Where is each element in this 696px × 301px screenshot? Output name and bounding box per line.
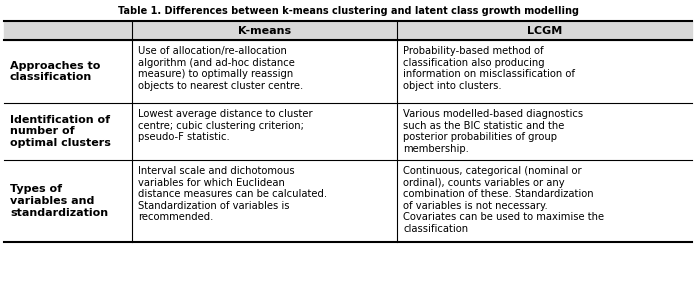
Text: Interval scale and dichotomous
variables for which Euclidean
distance measures c: Interval scale and dichotomous variables… bbox=[138, 166, 327, 222]
Bar bbox=[4, 21, 692, 40]
Text: Use of allocation/re-allocation
algorithm (and ad-hoc distance
measure) to optim: Use of allocation/re-allocation algorith… bbox=[138, 46, 303, 91]
Text: Various modelled-based diagnostics
such as the BIC statistic and the
posterior p: Various modelled-based diagnostics such … bbox=[403, 109, 583, 154]
Text: Approaches to
classification: Approaches to classification bbox=[10, 61, 100, 82]
Text: Table 1. Differences between k-means clustering and latent class growth modellin: Table 1. Differences between k-means clu… bbox=[118, 6, 578, 16]
Text: Probability-based method of
classification also producing
information on misclas: Probability-based method of classificati… bbox=[403, 46, 575, 91]
Text: Identification of
number of
optimal clusters: Identification of number of optimal clus… bbox=[10, 115, 111, 148]
Text: Types of
variables and
standardization: Types of variables and standardization bbox=[10, 185, 108, 218]
Text: K-means: K-means bbox=[238, 26, 291, 36]
Text: LCGM: LCGM bbox=[527, 26, 562, 36]
Text: Lowest average distance to cluster
centre; cubic clustering criterion;
pseudo-F : Lowest average distance to cluster centr… bbox=[138, 109, 313, 142]
Text: Continuous, categorical (nominal or
ordinal), counts variables or any
combinatio: Continuous, categorical (nominal or ordi… bbox=[403, 166, 604, 234]
